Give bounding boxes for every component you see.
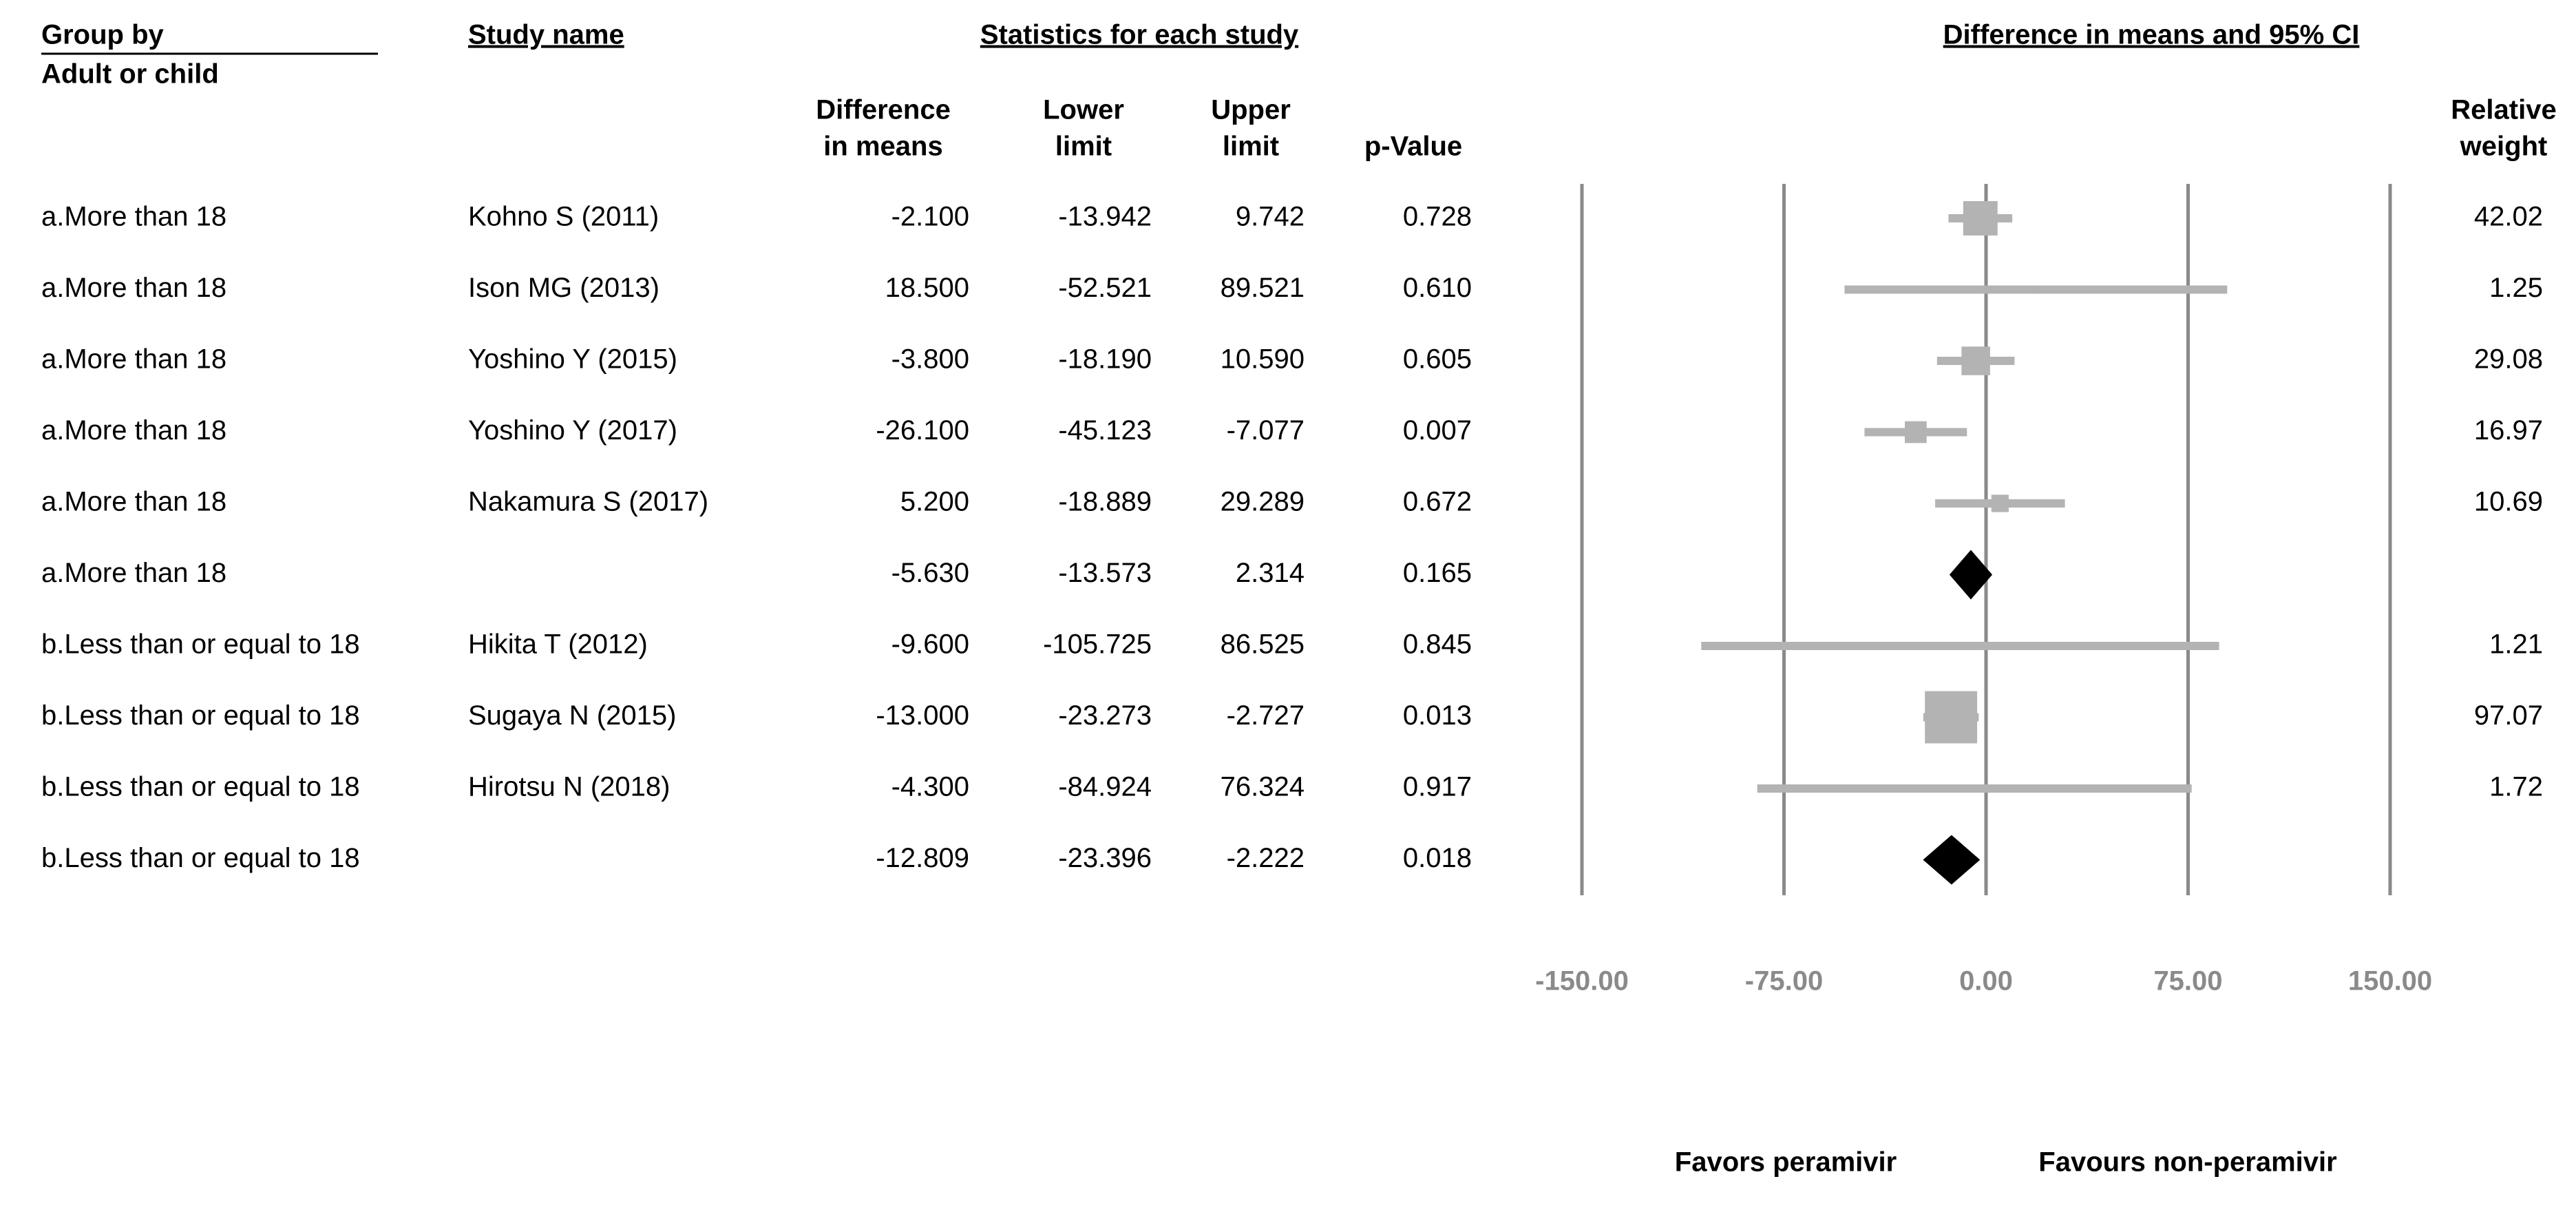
value-label: -7.077 [1227,415,1305,446]
x-tick-label: 0.00 [1959,966,2013,996]
study-label: Sugaya N (2015) [468,700,676,731]
study-label: Nakamura S (2017) [468,487,708,517]
stats-header: Statistics for each study [980,20,1299,50]
value-label: 0.007 [1403,415,1472,446]
value-label: 89.521 [1221,273,1305,303]
value-label: 0.845 [1403,629,1472,660]
plot-header: Difference in means and 95% CI [1943,20,2360,50]
group-label: b.Less than or equal to 18 [41,843,360,873]
value-label: 9.742 [1236,202,1305,232]
diff-header: Difference [816,95,951,125]
value-label: -2.100 [891,202,969,232]
value-label: -5.630 [891,558,969,588]
summary-diamond [1923,835,1981,885]
value-label: -18.190 [1058,344,1152,375]
value-label: -4.300 [891,772,969,802]
effect-square [1925,691,1978,744]
weight-label: 29.08 [2474,344,2543,375]
effect-square [1961,346,1990,375]
value-label: 0.605 [1403,344,1472,375]
group-subheader: Adult or child [41,59,219,90]
value-label: 0.018 [1403,843,1472,873]
group-label: a.More than 18 [41,202,226,232]
group-label: b.Less than or equal to 18 [41,772,360,802]
value-label: -9.600 [891,629,969,660]
study-label: Kohno S (2011) [468,202,659,232]
weight-label: 16.97 [2474,415,2543,446]
weight-header: weight [2460,132,2548,162]
lower-header: Lower [1043,95,1124,125]
value-label: -23.273 [1058,700,1152,731]
study-label: Hirotsu N (2018) [468,772,670,802]
x-tick-label: -75.00 [1745,966,1823,996]
effect-square [1991,494,2009,512]
value-label: -52.521 [1058,273,1152,303]
value-label: -13.000 [876,700,969,731]
value-label: -2.222 [1227,843,1305,873]
value-label: 76.324 [1221,772,1305,802]
group-label: b.Less than or equal to 18 [41,700,360,731]
value-label: -13.942 [1058,202,1152,232]
group-header: Group by [41,20,165,50]
study-label: Ison MG (2013) [468,273,659,303]
group-label: b.Less than or equal to 18 [41,629,360,660]
group-label: a.More than 18 [41,415,226,446]
x-tick-label: 150.00 [2348,966,2432,996]
upper-header: limit [1223,132,1279,162]
value-label: -3.800 [891,344,969,375]
value-label: -23.396 [1058,843,1152,873]
weight-label: 10.69 [2474,487,2543,517]
weight-header: Relative [2451,95,2556,125]
summary-diamond [1949,550,1993,600]
study-label: Hikita T (2012) [468,629,648,660]
value-label: 18.500 [885,273,969,303]
effect-square [1971,784,1978,793]
value-label: 86.525 [1221,629,1305,660]
value-label: 0.165 [1403,558,1472,588]
value-label: 0.013 [1403,700,1472,731]
group-label: a.More than 18 [41,273,226,303]
value-label: 5.200 [900,487,969,517]
diff-header: in means [823,132,942,162]
study-label: Yoshino Y (2017) [468,415,677,446]
upper-header: Upper [1211,95,1291,125]
value-label: -84.924 [1058,772,1152,802]
x-tick-label: 75.00 [2153,966,2222,996]
value-label: 0.917 [1403,772,1472,802]
value-label: -105.725 [1043,629,1152,660]
p-header: p-Value [1364,132,1462,162]
value-label: -13.573 [1058,558,1152,588]
group-label: a.More than 18 [41,344,226,375]
weight-label: 1.72 [2489,772,2543,802]
weight-label: 1.25 [2489,273,2543,303]
effect-square [1905,421,1927,443]
study-label: Yoshino Y (2015) [468,344,677,375]
effect-square [1963,201,1998,236]
effect-square [1957,643,1963,649]
weight-label: 1.21 [2489,629,2543,660]
favors-left: Favors peramivir [1675,1147,1897,1178]
value-label: 10.590 [1221,344,1305,375]
effect-square [2033,286,2039,293]
value-label: -2.727 [1227,700,1305,731]
value-label: -26.100 [876,415,969,446]
weight-label: 97.07 [2474,700,2543,731]
weight-label: 42.02 [2474,202,2543,232]
lower-header: limit [1055,132,1112,162]
value-label: 2.314 [1236,558,1305,588]
favors-right: Favours non-peramivir [2038,1147,2336,1178]
value-label: -12.809 [876,843,969,873]
group-label: a.More than 18 [41,487,226,517]
group-label: a.More than 18 [41,558,226,588]
value-label: -18.889 [1058,487,1152,517]
study-header: Study name [468,20,624,50]
value-label: 0.610 [1403,273,1472,303]
value-label: -45.123 [1058,415,1152,446]
value-label: 29.289 [1221,487,1305,517]
value-label: 0.672 [1403,487,1472,517]
value-label: 0.728 [1403,202,1472,232]
x-tick-label: -150.00 [1535,966,1629,996]
